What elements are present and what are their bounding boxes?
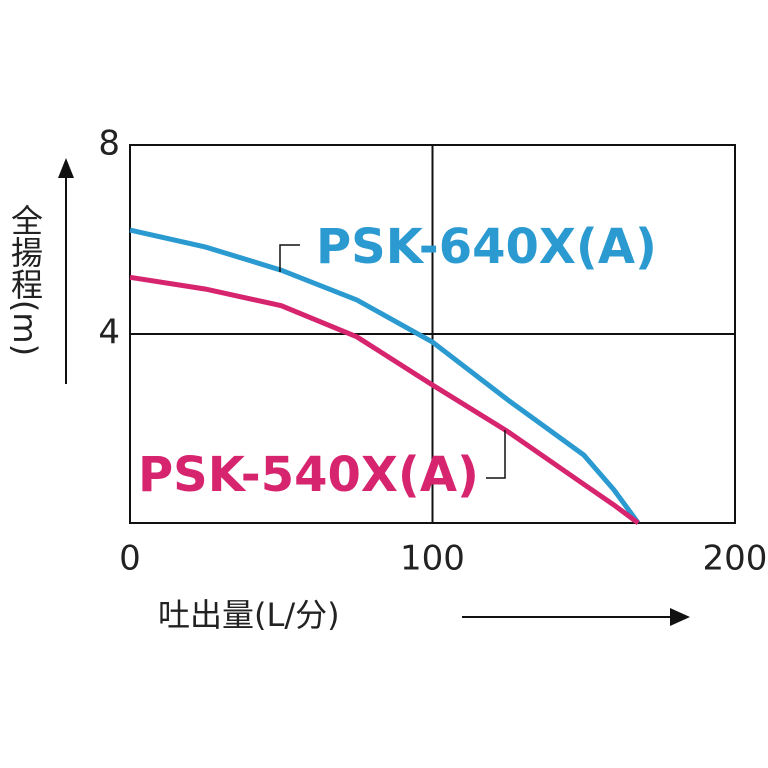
x-tick-label: 0 bbox=[119, 539, 141, 579]
series-label: PSK-640X(A) bbox=[316, 219, 657, 275]
leader-line bbox=[279, 244, 300, 272]
y-tick-label: 4 bbox=[98, 313, 120, 353]
series-label: PSK-540X(A) bbox=[138, 447, 479, 503]
y-axis-label: 全揚程(m) bbox=[6, 204, 44, 356]
x-arrowhead bbox=[670, 608, 690, 626]
y-arrowhead bbox=[58, 158, 74, 178]
y-tick-label: 8 bbox=[98, 124, 120, 164]
x-tick-label: 200 bbox=[703, 539, 768, 579]
leader-line bbox=[486, 430, 506, 479]
x-tick-label: 100 bbox=[400, 539, 465, 579]
series-line bbox=[129, 274, 640, 526]
series-line bbox=[129, 227, 641, 525]
x-axis-label: 吐出量(L/分) bbox=[158, 596, 340, 634]
